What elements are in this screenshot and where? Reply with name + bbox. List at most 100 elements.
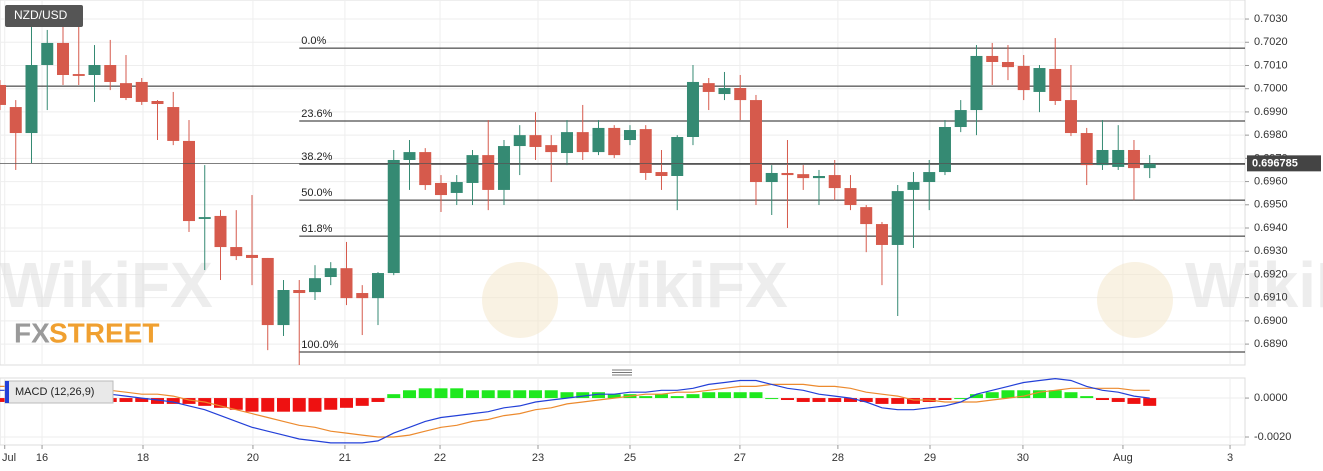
fib-label: 100.0%: [301, 339, 339, 351]
candle-body: [986, 55, 999, 62]
y-tick-label: 0.6980: [1254, 129, 1288, 141]
histogram-bar: [702, 392, 716, 399]
candle-body: [230, 247, 243, 257]
x-tick-label: 30: [1017, 452, 1029, 464]
histogram-bar: [765, 398, 779, 400]
histogram-bar: [213, 398, 227, 408]
candle-body: [0, 84, 6, 105]
y-tick-label: 0.7020: [1254, 36, 1288, 48]
x-tick-label: 25: [624, 452, 636, 464]
candle-body: [356, 293, 369, 299]
histogram-bar: [355, 398, 369, 406]
histogram-bar: [780, 398, 794, 401]
candle-body: [308, 278, 321, 293]
candle-body: [560, 132, 573, 154]
candle-body: [167, 107, 180, 141]
candle-body: [482, 155, 495, 190]
histogram-bar: [528, 390, 542, 399]
candle-body: [797, 174, 810, 179]
logo-fx: FX: [14, 317, 50, 348]
candle-body: [466, 155, 479, 183]
y-tick-label: 0.7030: [1254, 13, 1288, 25]
fib-label: 0.0%: [301, 35, 326, 47]
histogram-bar: [591, 392, 605, 399]
candle-body: [671, 136, 684, 176]
candle-body: [655, 172, 668, 176]
macd-badge-accent: [5, 381, 9, 403]
candle-body: [749, 100, 762, 183]
histogram-bar: [576, 392, 590, 399]
candle-body: [765, 172, 778, 183]
histogram-bar: [308, 398, 322, 412]
histogram-bar: [292, 398, 306, 412]
candle-body: [702, 83, 715, 92]
histogram-bar: [954, 398, 968, 400]
candle-body: [860, 207, 873, 225]
candle-body: [1080, 133, 1093, 166]
candle-body: [812, 175, 825, 179]
fib-label: 50.0%: [301, 187, 332, 199]
histogram-bar: [1064, 392, 1078, 399]
candle-body: [1064, 100, 1077, 134]
macd-title: MACD (12,26,9): [15, 386, 94, 398]
histogram-bar: [450, 388, 464, 399]
last-price-label: 0.696785: [1252, 157, 1298, 169]
candle-body: [214, 215, 227, 248]
histogram-bar: [166, 398, 180, 404]
histogram-bar: [1048, 390, 1062, 399]
candle-body: [434, 182, 447, 196]
histogram-bar: [481, 390, 495, 399]
histogram-bar: [717, 392, 731, 399]
histogram-bar: [859, 398, 873, 402]
macd-line: [0, 377, 1150, 444]
candle-body: [324, 268, 337, 278]
candle-body: [875, 224, 888, 245]
histogram-bar: [1127, 398, 1141, 404]
candle-body: [623, 130, 636, 141]
histogram-bar: [812, 398, 826, 402]
histogram-bar: [560, 392, 574, 399]
candle-body: [151, 101, 164, 105]
histogram-bar: [434, 388, 448, 399]
candle-body: [182, 140, 195, 222]
candle-body: [261, 257, 274, 326]
x-tick-label: 29: [924, 452, 936, 464]
candle-body: [293, 290, 306, 294]
macd-panel: [0, 377, 1246, 446]
candle-body: [450, 182, 463, 193]
histogram-bar: [465, 390, 479, 399]
histogram-bar: [1017, 390, 1031, 399]
histogram-bar: [1080, 396, 1094, 399]
candle-body: [387, 159, 400, 274]
watermark: WikiFX: [575, 249, 788, 321]
histogram-bar: [607, 394, 621, 399]
y-tick-label: 0.6910: [1254, 292, 1288, 304]
candle-body: [72, 74, 85, 76]
histogram-bar: [985, 392, 999, 399]
watermark-group: WikiFX WikiFX WikiFX FX STREET: [0, 249, 1323, 348]
histogram-bar: [1111, 398, 1125, 402]
histogram-bar: [1032, 390, 1046, 399]
histogram-bar: [654, 394, 668, 399]
fib-label: 61.8%: [301, 223, 332, 235]
histogram-bar: [513, 390, 527, 399]
candle-body: [9, 107, 22, 134]
histogram-bar: [1001, 390, 1015, 399]
x-tick-label: 3: [1227, 452, 1233, 464]
candle-body: [403, 152, 416, 160]
x-tick-label: 16: [36, 452, 48, 464]
histogram-bar: [387, 394, 401, 399]
histogram-bar: [1095, 398, 1109, 401]
candle-body: [1001, 61, 1014, 68]
candle-body: [1096, 149, 1109, 166]
y-tick-label: 0.6920: [1254, 268, 1288, 280]
x-tick-label: 27: [734, 452, 746, 464]
candle-body: [844, 188, 857, 206]
candle-body: [576, 132, 589, 153]
x-tick-label: 18: [137, 452, 149, 464]
panel-handle[interactable]: [612, 369, 632, 376]
candle-body: [970, 55, 983, 111]
candle-body: [545, 145, 558, 153]
x-tick-label: 23: [532, 452, 544, 464]
